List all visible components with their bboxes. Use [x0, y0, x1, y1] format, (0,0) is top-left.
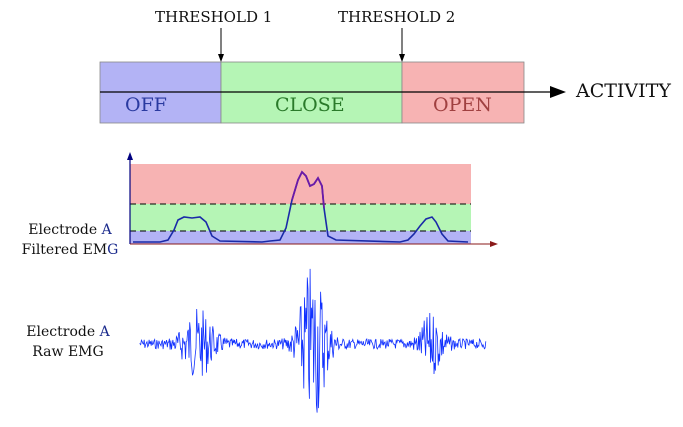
raw-electrode-letter: A — [99, 324, 110, 340]
raw-emg-text: Raw EMG — [32, 344, 104, 360]
raw-electrode-text: Electrode — [26, 324, 100, 340]
filtered-emg-letter: G — [107, 242, 119, 258]
filtered-electrode-letter: A — [101, 222, 112, 238]
threshold-2-label: THRESHOLD 2 — [338, 8, 456, 26]
zone-close-label: CLOSE — [275, 94, 345, 116]
threshold-1-arrowhead-icon — [218, 54, 224, 62]
plot-band-open — [130, 164, 471, 204]
raw-emg-signal — [139, 268, 487, 413]
zone-off-label: OFF — [125, 94, 167, 116]
activity-axis-label: ACTIVITY — [576, 80, 671, 102]
filtered-emg-label: Electrode A Filtered EMG — [14, 220, 126, 260]
zone-open-label: OPEN — [433, 94, 492, 116]
filtered-emg-peak — [291, 170, 325, 209]
plot-x-arrowhead-icon — [490, 241, 498, 247]
threshold-1-label: THRESHOLD 1 — [155, 8, 273, 26]
filtered-electrode-text: Electrode — [28, 222, 102, 238]
plot-y-arrowhead-icon — [127, 152, 133, 160]
raw-emg-trace — [139, 268, 487, 413]
threshold-2-arrowhead-icon — [399, 54, 405, 62]
plot-band-off — [130, 231, 471, 244]
activity-arrowhead-icon — [550, 86, 566, 98]
filtered-emg-text: Filtered EM — [21, 242, 108, 258]
raw-emg-label: Electrode A Raw EMG — [18, 322, 118, 362]
